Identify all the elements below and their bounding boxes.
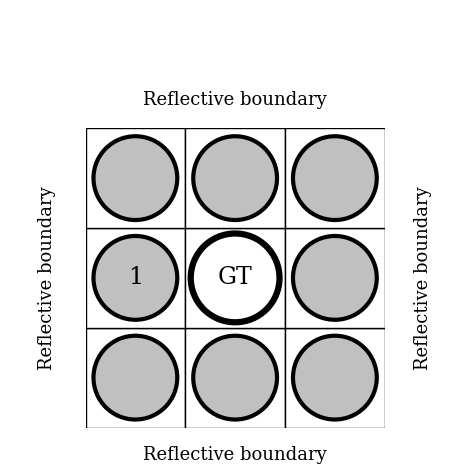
Bar [86,228,185,328]
Circle shape [193,336,277,419]
Text: GT: GT [218,266,253,289]
Text: Reflective boundary: Reflective boundary [414,186,432,370]
Bar [185,128,285,228]
Circle shape [191,234,279,322]
Circle shape [193,136,277,220]
Text: Reflective boundary: Reflective boundary [38,186,57,370]
Bar [86,328,185,428]
Bar [285,128,385,228]
Bar [185,328,285,428]
Circle shape [94,236,177,320]
Text: Reflective boundary: Reflective boundary [143,91,327,109]
Circle shape [94,336,177,419]
Circle shape [293,336,377,419]
Bar [185,228,285,328]
Bar [285,328,385,428]
Circle shape [293,136,377,220]
Text: Reflective boundary: Reflective boundary [143,446,327,465]
Bar [285,228,385,328]
Circle shape [293,236,377,320]
Bar [86,128,185,228]
Text: 1: 1 [128,266,143,289]
Circle shape [94,136,177,220]
